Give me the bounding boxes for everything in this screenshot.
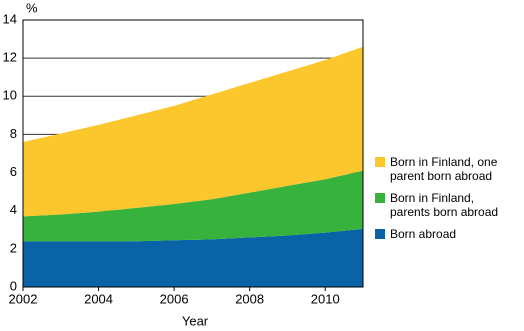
y-tick-label: 10 xyxy=(3,88,17,103)
y-tick-label: 8 xyxy=(10,126,17,141)
legend-item: Born in Finland, one parent born abroad xyxy=(375,155,515,183)
legend-swatch xyxy=(375,229,385,239)
legend-swatch xyxy=(375,193,385,203)
y-tick-label: 6 xyxy=(10,164,17,179)
y-tick-label: 0 xyxy=(10,278,17,293)
legend-item: Born in Finland, parents born abroad xyxy=(375,191,515,219)
legend-label: Born abroad xyxy=(390,227,457,241)
y-unit: % xyxy=(26,0,38,15)
area xyxy=(23,228,363,287)
legend-swatch xyxy=(375,157,385,167)
x-tick-label: 2010 xyxy=(311,291,340,306)
x-tick-label: 2008 xyxy=(235,291,264,306)
x-tick-label: 2004 xyxy=(84,291,113,306)
x-axis-title: Year xyxy=(182,313,209,328)
legend-item: Born abroad xyxy=(375,227,515,241)
plot-border xyxy=(22,19,364,288)
y-tick-label: 4 xyxy=(10,202,17,217)
y-tick-label: 2 xyxy=(10,240,17,255)
x-tick-label: 2002 xyxy=(9,291,38,306)
y-tick-label: 12 xyxy=(3,50,17,65)
y-tick-label: 14 xyxy=(3,11,17,26)
x-tick-label: 2006 xyxy=(160,291,189,306)
legend-label: Born in Finland, parents born abroad xyxy=(390,191,499,219)
legend-label: Born in Finland, one parent born abroad xyxy=(390,155,498,183)
area xyxy=(23,170,363,242)
legend: Born in Finland, one parent born abroad B… xyxy=(375,155,515,249)
area xyxy=(23,46,363,217)
